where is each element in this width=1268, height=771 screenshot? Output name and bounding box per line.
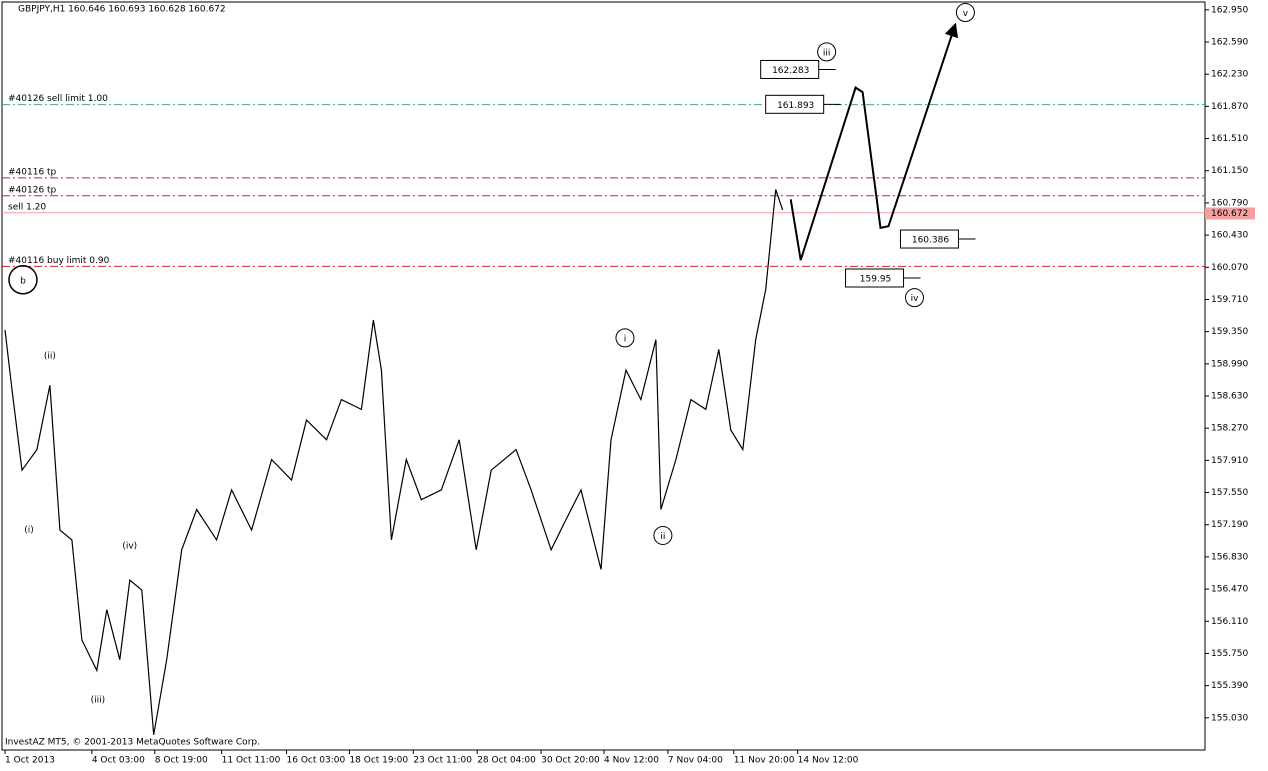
x-tick-label: 14 Nov 12:00: [798, 756, 859, 766]
wave-circle: [615, 328, 635, 348]
y-tick-label: 162.230: [1211, 70, 1248, 80]
wave-label: (ii): [44, 351, 56, 361]
y-tick-label: 158.270: [1211, 424, 1248, 434]
y-tick-label: 159.710: [1211, 295, 1248, 305]
wave-label: iv: [911, 294, 920, 304]
x-tick-label: 11 Oct 11:00: [222, 756, 281, 766]
y-tick-label: 156.110: [1211, 617, 1248, 627]
order-level-label: #40126 tp: [8, 185, 57, 195]
x-tick-label: 4 Nov 12:00: [604, 756, 659, 766]
y-tick-label: 155.390: [1211, 681, 1248, 691]
wave-circle: [955, 3, 975, 23]
y-tick-label: 160.430: [1211, 231, 1248, 241]
order-level-label: #40126 sell limit 1.00: [8, 94, 108, 104]
y-tick-label: 158.990: [1211, 359, 1248, 369]
order-level-label: #40116 buy limit 0.90: [8, 256, 110, 266]
price-box-label: 160.386: [912, 236, 949, 246]
wave-label: v: [963, 9, 969, 19]
y-tick-label: 157.910: [1211, 456, 1248, 466]
wave-circle: [653, 525, 673, 545]
x-tick-label: 18 Oct 19:00: [349, 756, 408, 766]
x-tick-label: 4 Oct 03:00: [92, 756, 145, 766]
plot-frame: [1, 1, 1206, 751]
wave-circle: [8, 265, 38, 295]
order-level-label: sell 1.20: [8, 202, 46, 212]
x-tick-label: 30 Oct 20:00: [541, 756, 600, 766]
price-line: [4, 189, 784, 735]
y-tick-label: 161.150: [1211, 166, 1248, 176]
wave-label: (iii): [91, 695, 106, 705]
y-tick-label: 162.950: [1211, 5, 1248, 15]
price-box: [760, 59, 820, 79]
y-tick-label: 157.550: [1211, 488, 1248, 498]
wave-circle: [817, 42, 837, 62]
x-tick-label: 28 Oct 04:00: [477, 756, 536, 766]
price-box: [845, 268, 905, 288]
y-tick-label: 156.470: [1211, 585, 1248, 595]
y-tick-label: 159.350: [1211, 327, 1248, 337]
wave-circle: [904, 288, 924, 308]
price-box-label: 161.893: [777, 101, 814, 111]
wave-label: ii: [660, 532, 665, 542]
order-level-label: #40116 tp: [8, 167, 57, 177]
y-tick-label: 155.750: [1211, 649, 1248, 659]
y-tick-label: 161.870: [1211, 102, 1248, 112]
wave-label: (i): [24, 526, 34, 536]
y-tick-label: 155.030: [1211, 713, 1248, 723]
price-box-label: 162.283: [772, 66, 809, 76]
wave-label: i: [624, 334, 627, 344]
x-tick-label: 1 Oct 2013: [5, 756, 55, 766]
price-box: [765, 94, 825, 114]
y-tick-label: 157.190: [1211, 520, 1248, 530]
current-price-label: 160.672: [1211, 209, 1248, 219]
x-tick-label: 8 Oct 19:00: [155, 756, 208, 766]
price-box-label: 159.95: [860, 275, 892, 285]
x-tick-label: 7 Nov 04:00: [668, 756, 723, 766]
x-tick-label: 16 Oct 03:00: [287, 756, 346, 766]
footer: InvestAZ MT5, © 2001-2013 MetaQuotes Sof…: [5, 738, 260, 748]
x-tick-label: 11 Nov 20:00: [734, 756, 795, 766]
chart-title: GBPJPY,H1 160.646 160.693 160.628 160.67…: [18, 5, 226, 15]
wave-label: iii: [823, 48, 831, 58]
forecast-path: [789, 22, 959, 261]
y-tick-label: 160.790: [1211, 198, 1248, 208]
price-box: [899, 229, 959, 249]
x-tick-label: 23 Oct 11:00: [413, 756, 472, 766]
y-tick-label: 162.590: [1211, 38, 1248, 48]
wave-label: b: [20, 276, 26, 286]
y-tick-label: 160.070: [1211, 263, 1248, 273]
y-tick-label: 161.510: [1211, 134, 1248, 144]
y-tick-label: 156.830: [1211, 552, 1248, 562]
wave-label: (iv): [122, 542, 137, 552]
y-tick-label: 158.630: [1211, 392, 1248, 402]
current-price-tag: [1205, 207, 1255, 220]
